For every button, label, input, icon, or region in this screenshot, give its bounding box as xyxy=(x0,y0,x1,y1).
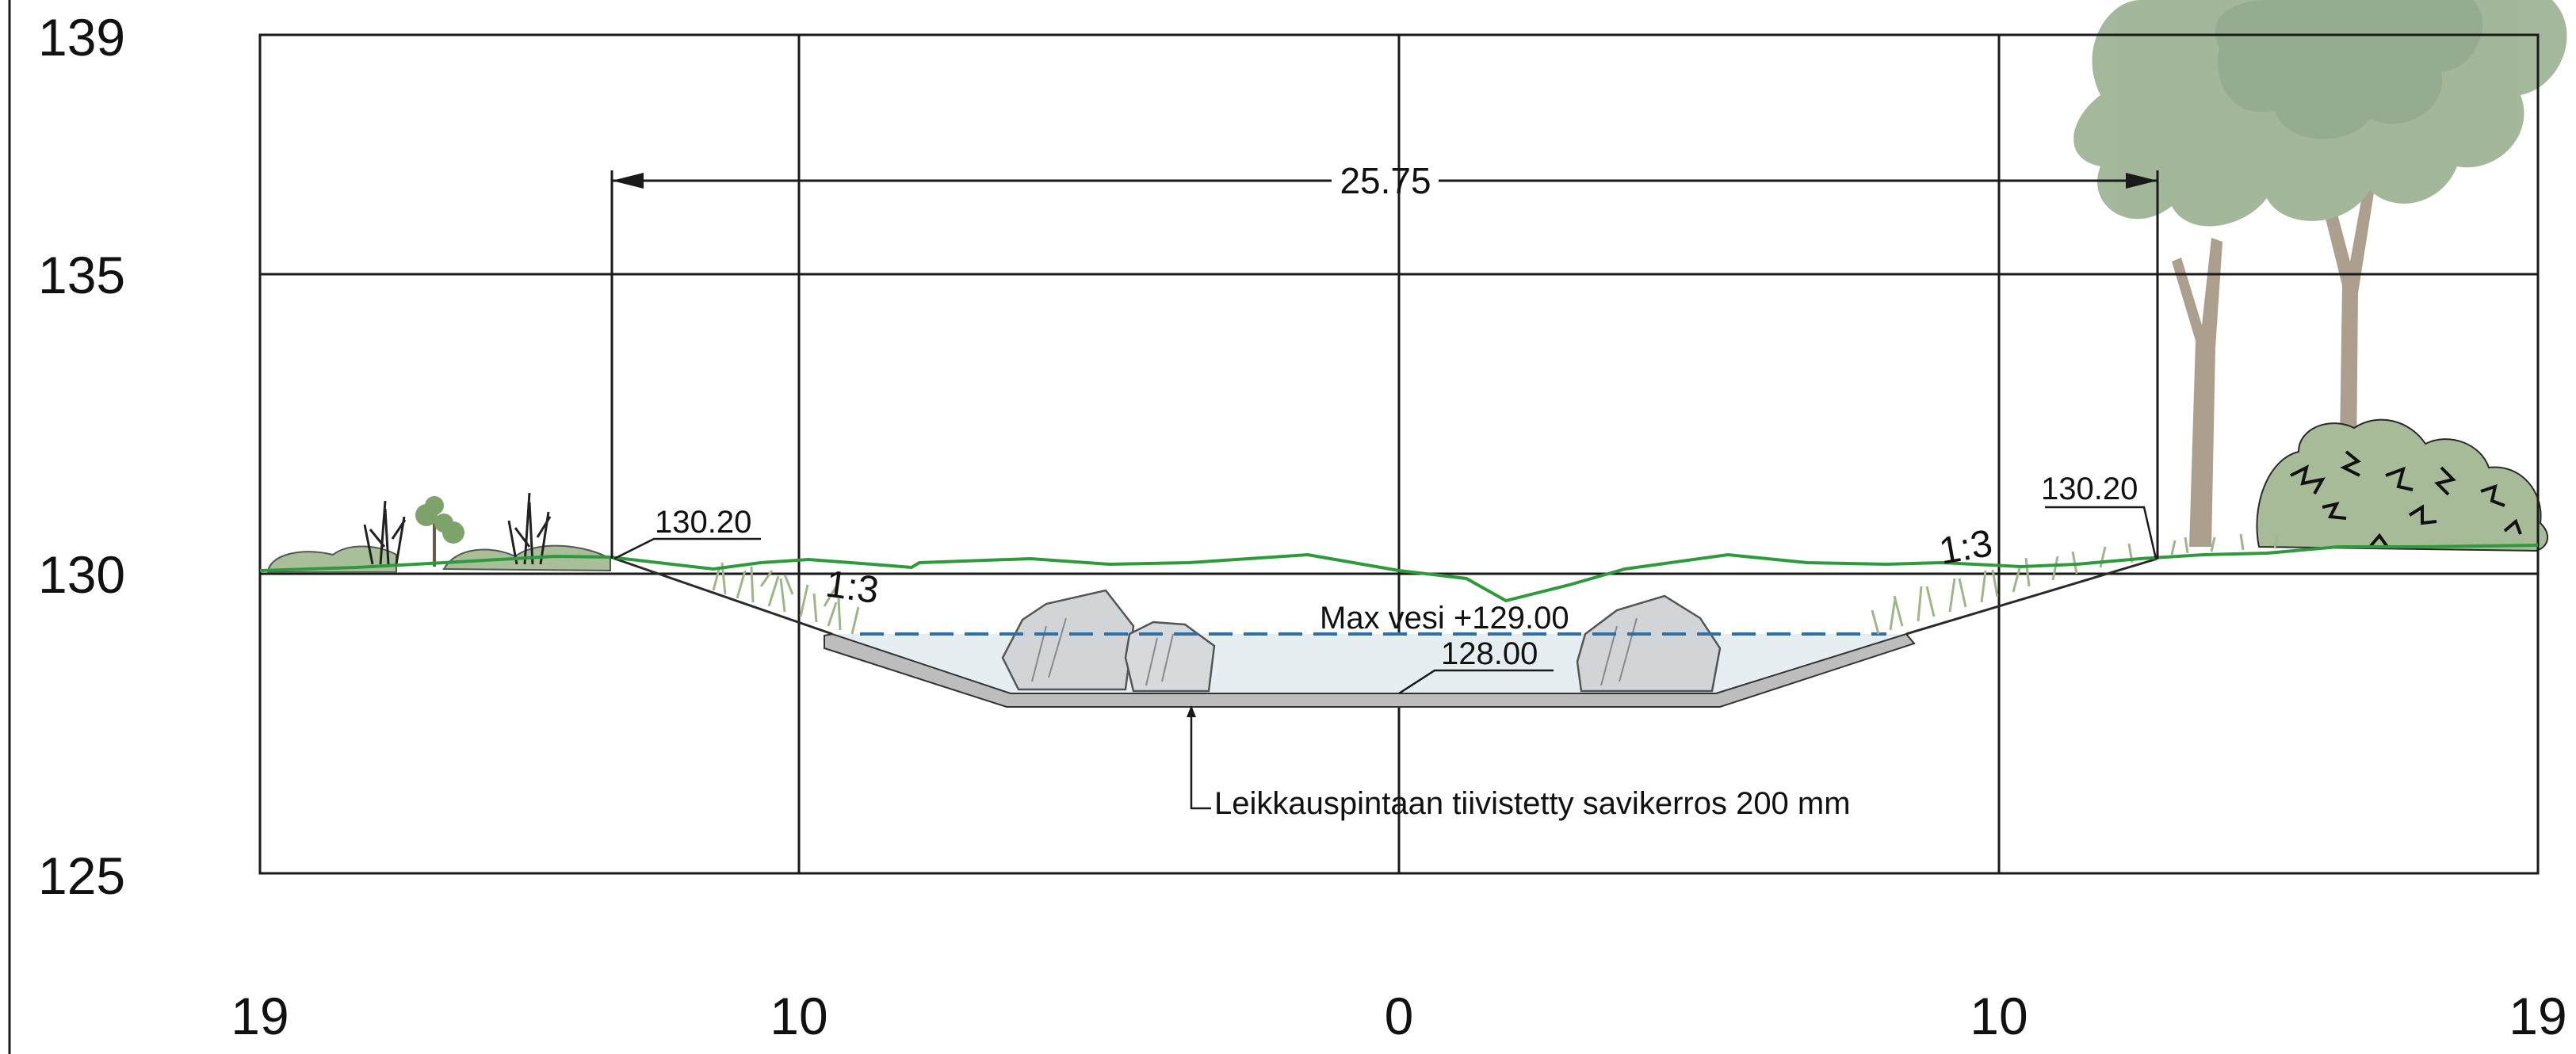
x-axis-label-0: 0 xyxy=(1385,987,1414,1045)
terrain-line xyxy=(259,544,2539,603)
right-level-tag: 130.20 xyxy=(2041,472,2157,559)
clay-layer xyxy=(824,632,1916,708)
left-top-level-label: 130.20 xyxy=(655,505,751,540)
tree-icon xyxy=(415,496,464,567)
y-axis-labels: 139 135 130 125 xyxy=(38,8,125,905)
left-level-tag: 130.20 xyxy=(613,505,761,560)
right-top-level-label: 130.20 xyxy=(2041,472,2138,506)
width-dimension xyxy=(610,170,2159,559)
x-axis-label-left19: 19 xyxy=(231,987,289,1045)
y-axis-label-139: 139 xyxy=(38,8,125,67)
bottom-level-tag: 128.00 xyxy=(1398,636,1554,695)
left-slope-label: 1:3 xyxy=(823,563,881,612)
y-axis-label-130: 130 xyxy=(38,545,125,604)
clay-layer-note-label: Leikkauspintaan tiivistetty savikerros 2… xyxy=(1214,786,1851,821)
x-axis-label-right10: 10 xyxy=(1970,987,2028,1045)
right-slope-label: 1:3 xyxy=(1936,522,1996,573)
x-axis-labels: 19 10 0 10 19 xyxy=(231,987,2566,1045)
embankment xyxy=(610,556,2158,636)
max-water-label: Max vesi +129.00 xyxy=(1320,601,1569,636)
x-axis-label-left10: 10 xyxy=(770,987,827,1045)
bottom-level-label: 128.00 xyxy=(1441,636,1538,671)
reed-icon xyxy=(363,492,552,565)
grass-icon xyxy=(712,533,2280,635)
x-axis-label-right19: 19 xyxy=(2509,987,2566,1045)
rock-icon xyxy=(1001,589,1722,693)
y-axis-label-125: 125 xyxy=(38,846,125,905)
shrub-icon xyxy=(2256,418,2548,552)
width-dimension-label: 25.75 xyxy=(1340,160,1431,201)
y-axis-label-135: 135 xyxy=(38,246,125,304)
clay-layer-note: Leikkauspintaan tiivistetty savikerros 2… xyxy=(1187,705,1851,821)
